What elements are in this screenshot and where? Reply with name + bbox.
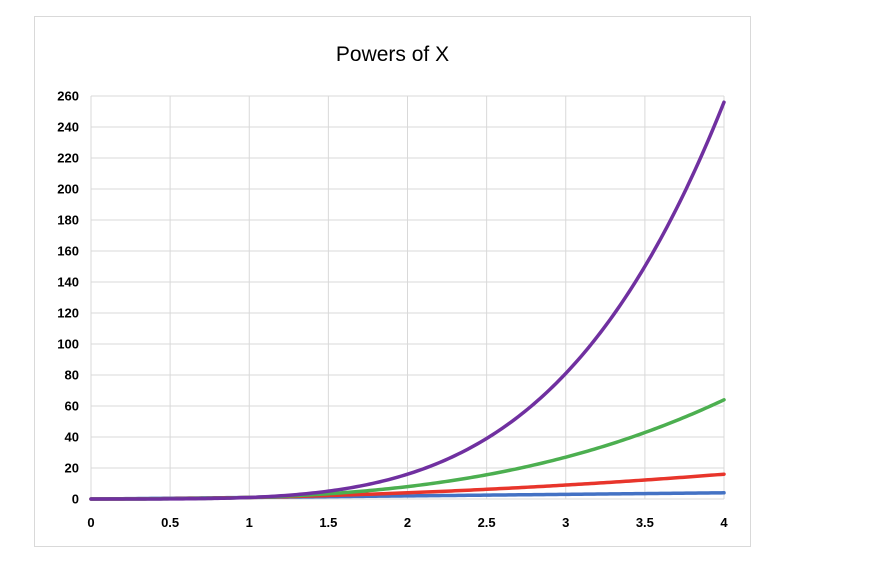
chart-title: Powers of X [335,43,450,66]
gridlines [90,95,725,500]
y-tick-label: 140 [57,275,79,290]
y-tick-label: 120 [57,306,79,321]
y-tick-label: 40 [65,430,79,445]
x-tick-label: 3 [562,515,569,530]
y-tick-label: 220 [57,151,79,166]
y-tick-label: 240 [57,120,79,135]
chart-frame: Powers of X 0 20 40 60 80 100 120 140 160 180 200 2… [34,16,751,547]
y-tick-label: 160 [57,244,79,259]
y-tick-label: 100 [57,337,79,352]
x-tick-label: 2 [404,515,411,530]
plot-area: 0 20 40 60 80 100 120 140 160 180 200 220 240 260 0 0.… [57,89,728,531]
series-lines [89,100,726,501]
y-axis-tick-labels: 0 20 40 60 80 100 120 140 160 180 200 220 240 260 [57,89,79,507]
x-tick-label: 3.5 [636,515,654,530]
x-tick-label: 1.5 [319,515,337,530]
y-tick-label: 260 [57,89,79,104]
y-tick-label: 60 [65,399,79,414]
x-tick-label: 0.5 [161,515,179,530]
y-tick-label: 180 [57,213,79,228]
x-axis-tick-labels: 0 0.5 1 1.5 2 2.5 3 3.5 4 [87,515,728,530]
x-tick-label: 1 [246,515,253,530]
y-tick-label: 20 [65,461,79,476]
x-tick-label: 0 [87,515,94,530]
x-tick-label: 2.5 [478,515,496,530]
series-line-4 [89,100,726,501]
y-tick-label: 0 [72,492,79,507]
x-tick-label: 4 [720,515,728,530]
y-tick-label: 200 [57,182,79,197]
y-tick-label: 80 [65,368,79,383]
